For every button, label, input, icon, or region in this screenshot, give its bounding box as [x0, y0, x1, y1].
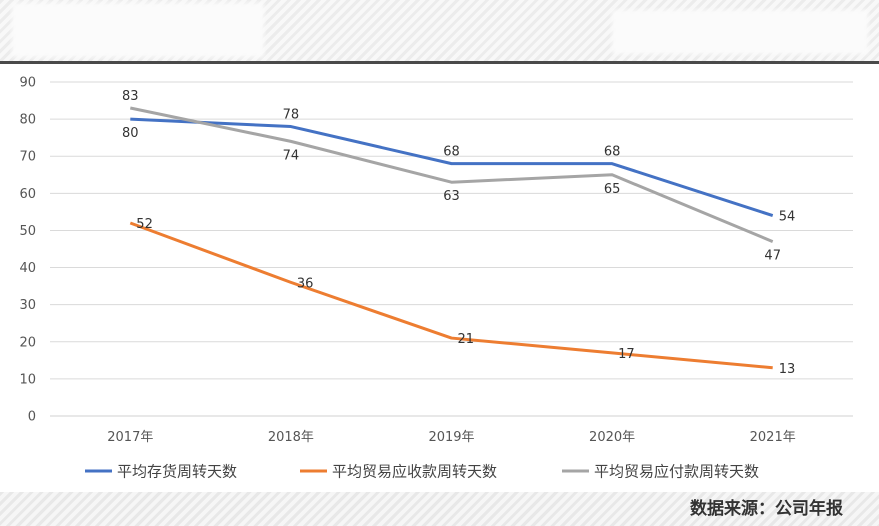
- y-tick-label: 60: [19, 187, 36, 202]
- x-axis-ticks: 2017年 2018年 2019年 2020年 2021年: [107, 430, 795, 445]
- y-tick-label: 50: [19, 224, 36, 239]
- x-tick-label: 2021年: [750, 430, 796, 445]
- footer-band: [0, 492, 879, 526]
- y-tick-label: 80: [19, 113, 36, 128]
- data-label: 13: [779, 362, 796, 377]
- data-label: 74: [283, 148, 300, 163]
- source-note: 数据来源：公司年报: [690, 499, 843, 519]
- series-lines: [129, 106, 774, 370]
- gridlines: [50, 81, 853, 417]
- data-label: 68: [443, 145, 460, 160]
- x-tick-label: 2017年: [107, 430, 153, 445]
- data-label: 54: [779, 210, 796, 225]
- y-tick-label: 10: [19, 372, 36, 387]
- legend: 平均存货周转天数 平均贸易应收款周转天数 平均贸易应付款周转天数: [85, 463, 759, 481]
- data-label: 21: [458, 332, 475, 347]
- series-line-inventory: [130, 117, 774, 218]
- data-label: 83: [122, 89, 139, 104]
- x-tick-label: 2018年: [268, 430, 314, 445]
- data-label: 36: [297, 276, 314, 291]
- header-divider: [0, 61, 879, 64]
- y-tick-label: 40: [19, 261, 36, 276]
- y-tick-label: 70: [19, 150, 36, 165]
- x-tick-label: 2020年: [589, 430, 635, 445]
- y-tick-label: 0: [28, 410, 36, 425]
- y-tick-label: 30: [19, 298, 36, 313]
- header-blurred-area: [12, 3, 264, 57]
- series-line-payable: [129, 106, 774, 243]
- data-label: 68: [604, 145, 621, 160]
- legend-label: 平均贸易应付款周转天数: [594, 463, 759, 481]
- data-label: 63: [443, 189, 460, 204]
- data-label: 47: [764, 249, 781, 264]
- y-tick-label: 20: [19, 335, 36, 350]
- data-labels: 80 78 68 68 54 52 36 21 17 13 83 74 63 65 47: [122, 89, 795, 377]
- y-axis-ticks: 0 10 20 30 40 50 60 70 80 90: [19, 76, 36, 425]
- data-label: 52: [136, 217, 153, 232]
- legend-label: 平均贸易应收款周转天数: [332, 463, 497, 481]
- data-label: 80: [122, 126, 139, 141]
- line-chart: 0 10 20 30 40 50 60 70 80 90 2017年 2018年 2019年 2020年…: [19, 76, 853, 481]
- data-label: 78: [283, 108, 300, 123]
- data-label: 17: [618, 347, 635, 362]
- data-label: 65: [604, 182, 621, 197]
- header-blurred-area-right: [612, 10, 868, 54]
- x-tick-label: 2019年: [428, 430, 474, 445]
- y-tick-label: 90: [19, 76, 36, 91]
- legend-label: 平均存货周转天数: [117, 463, 237, 481]
- series-line-receivable: [129, 221, 773, 370]
